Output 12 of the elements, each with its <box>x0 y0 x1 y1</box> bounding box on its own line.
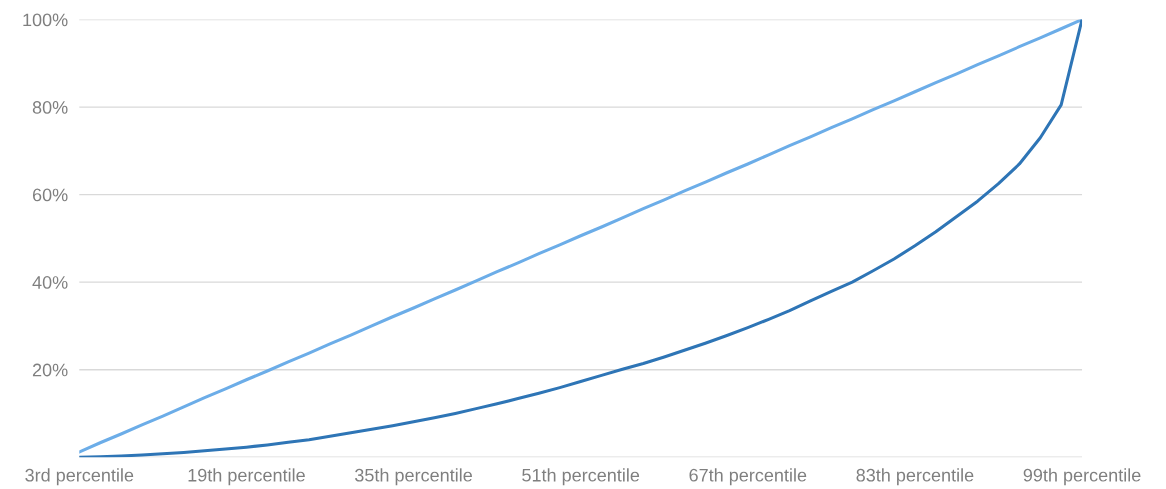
y-tick-label: 40% <box>32 276 68 289</box>
y-tick-label: 80% <box>32 101 68 114</box>
y-tick-label: 100% <box>23 13 68 27</box>
x-tick-label: 19th percentile <box>188 468 305 486</box>
x-tick-label: 35th percentile <box>355 468 472 486</box>
x-tick-label: 99th percentile <box>1023 468 1141 486</box>
y-tick-label: 20% <box>32 363 68 377</box>
x-tick-label: 51th percentile <box>522 468 640 486</box>
x-tick-label: 3rd percentile <box>25 468 134 486</box>
y-tick-label: 60% <box>32 188 68 202</box>
x-tick-label: 83th percentile <box>856 468 974 486</box>
x-tick-label: 67th percentile <box>689 468 807 486</box>
